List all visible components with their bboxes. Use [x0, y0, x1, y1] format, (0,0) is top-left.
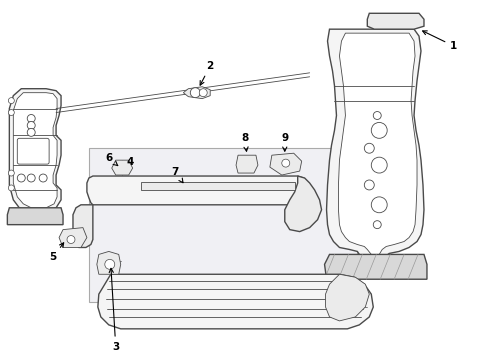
Circle shape: [67, 235, 75, 243]
Circle shape: [27, 114, 35, 122]
Circle shape: [8, 98, 14, 104]
Polygon shape: [7, 208, 63, 225]
Circle shape: [373, 221, 381, 229]
Polygon shape: [13, 93, 57, 208]
Circle shape: [365, 143, 374, 153]
Polygon shape: [141, 182, 294, 190]
Circle shape: [8, 170, 14, 176]
Polygon shape: [97, 251, 121, 274]
Polygon shape: [183, 87, 210, 99]
Polygon shape: [339, 33, 417, 255]
Polygon shape: [98, 274, 373, 329]
Bar: [89, 148, 357, 302]
Circle shape: [373, 112, 381, 120]
Polygon shape: [87, 176, 308, 205]
Circle shape: [8, 109, 14, 116]
FancyBboxPatch shape: [17, 138, 49, 164]
Text: 5: 5: [49, 243, 64, 262]
Polygon shape: [73, 205, 93, 247]
Text: 9: 9: [281, 133, 288, 151]
Polygon shape: [324, 255, 427, 279]
Circle shape: [27, 121, 35, 129]
Circle shape: [190, 88, 200, 98]
Circle shape: [371, 157, 387, 173]
Polygon shape: [9, 89, 61, 212]
Circle shape: [199, 89, 207, 96]
Polygon shape: [236, 155, 258, 173]
Circle shape: [39, 174, 47, 182]
Circle shape: [371, 197, 387, 213]
Polygon shape: [270, 153, 302, 175]
Polygon shape: [326, 29, 424, 269]
Circle shape: [365, 180, 374, 190]
Text: 1: 1: [423, 31, 458, 51]
Circle shape: [17, 174, 25, 182]
Text: 7: 7: [172, 167, 183, 183]
Text: 6: 6: [105, 153, 118, 166]
Polygon shape: [285, 176, 321, 231]
Polygon shape: [368, 13, 424, 29]
Circle shape: [8, 185, 14, 191]
Polygon shape: [325, 274, 369, 321]
Circle shape: [371, 122, 387, 138]
Text: 4: 4: [127, 157, 134, 167]
Circle shape: [27, 129, 35, 136]
Circle shape: [282, 159, 290, 167]
Text: 8: 8: [242, 133, 248, 151]
Text: 2: 2: [200, 61, 214, 85]
Polygon shape: [112, 160, 133, 175]
Circle shape: [27, 174, 35, 182]
Polygon shape: [59, 228, 87, 247]
Text: 3: 3: [109, 268, 120, 352]
Circle shape: [105, 260, 115, 269]
